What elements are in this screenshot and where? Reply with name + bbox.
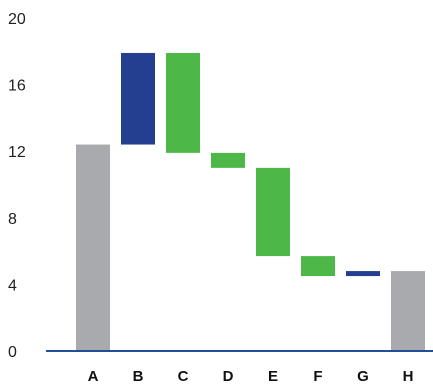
bar-a <box>76 144 110 351</box>
y-tick-label: 20 <box>8 11 26 28</box>
bar-h <box>391 271 425 351</box>
bar-f <box>301 256 335 277</box>
x-tick-label: B <box>133 368 144 385</box>
y-tick-label: 4 <box>8 277 17 294</box>
bar-b <box>121 52 155 145</box>
x-tick-label: C <box>178 368 189 385</box>
x-tick-label: A <box>88 368 99 385</box>
y-tick-label: 8 <box>8 211 17 228</box>
y-tick-label: 12 <box>8 144 26 161</box>
bar-g <box>346 271 380 277</box>
bar-e <box>256 167 290 257</box>
x-tick-label: F <box>313 368 322 385</box>
x-tick-label: H <box>403 368 414 385</box>
x-tick-label: G <box>357 368 369 385</box>
x-axis-labels: A B C D E F G H <box>88 368 414 385</box>
bar-d <box>211 152 245 168</box>
bars-layer <box>76 52 425 351</box>
y-axis-ticks: 0 4 8 12 16 20 <box>8 11 26 361</box>
x-tick-label: D <box>223 368 234 385</box>
x-tick-label: E <box>268 368 278 385</box>
y-tick-label: 0 <box>8 344 17 361</box>
bar-c <box>166 52 200 153</box>
y-tick-label: 16 <box>8 78 26 95</box>
